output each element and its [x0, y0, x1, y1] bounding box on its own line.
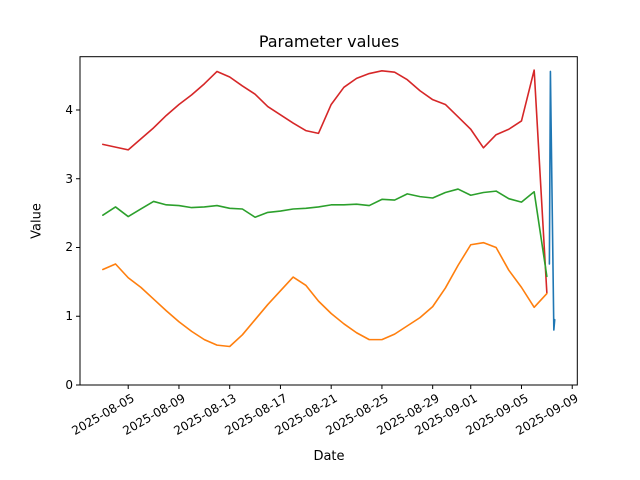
- y-tick-label: 3: [65, 171, 73, 186]
- x-axis-label: Date: [313, 449, 345, 464]
- y-tick-label: 1: [65, 309, 73, 324]
- red-series-line: [102, 69, 548, 294]
- y-tick-label: 2: [65, 240, 73, 255]
- orange-series-line: [102, 241, 548, 348]
- green-series-line: [102, 188, 548, 278]
- blue-series-line: [548, 70, 556, 331]
- y-tick-label: 4: [65, 102, 73, 117]
- y-axis-label: Value: [29, 203, 45, 239]
- y-tick-label: 0: [65, 378, 73, 392]
- axes-frame: [79, 56, 578, 386]
- chart-title: Parameter values: [258, 32, 400, 51]
